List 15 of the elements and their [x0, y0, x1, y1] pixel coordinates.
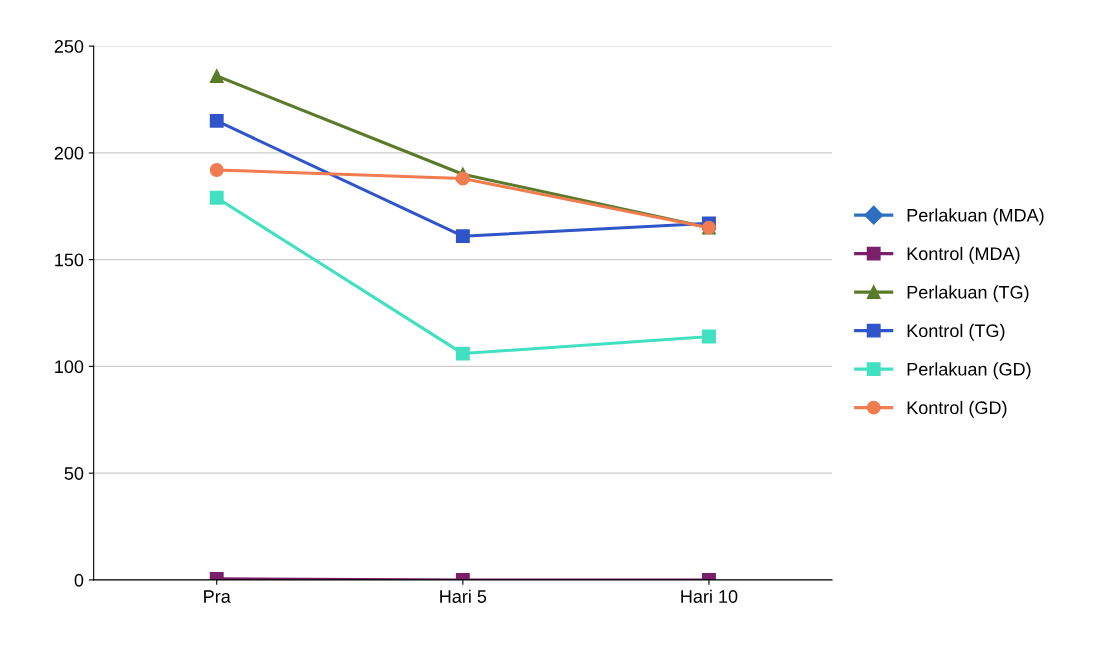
- legend-label: Perlakuan (TG): [907, 285, 1029, 303]
- y-tick-label: 150: [55, 253, 84, 267]
- y-tick-label: 0: [74, 573, 84, 587]
- x-tick-label: Hari 10: [681, 589, 738, 603]
- legend-label: Kontrol (GD): [907, 400, 1007, 418]
- x-tick-label: Pra: [204, 590, 231, 603]
- legend-label: Perlakuan (MDA): [907, 208, 1044, 226]
- legend-label: Kontrol (MDA): [907, 246, 1020, 264]
- y-tick-label: 50: [64, 467, 84, 480]
- y-tick-label: 200: [54, 146, 84, 160]
- legend-label: Perlakuan (GD): [907, 362, 1031, 380]
- y-tick-label: 100: [55, 360, 84, 374]
- legend-label: Kontrol (TG): [907, 323, 1005, 341]
- y-tick-label: 250: [54, 40, 84, 53]
- x-tick-label: Hari 5: [440, 589, 487, 603]
